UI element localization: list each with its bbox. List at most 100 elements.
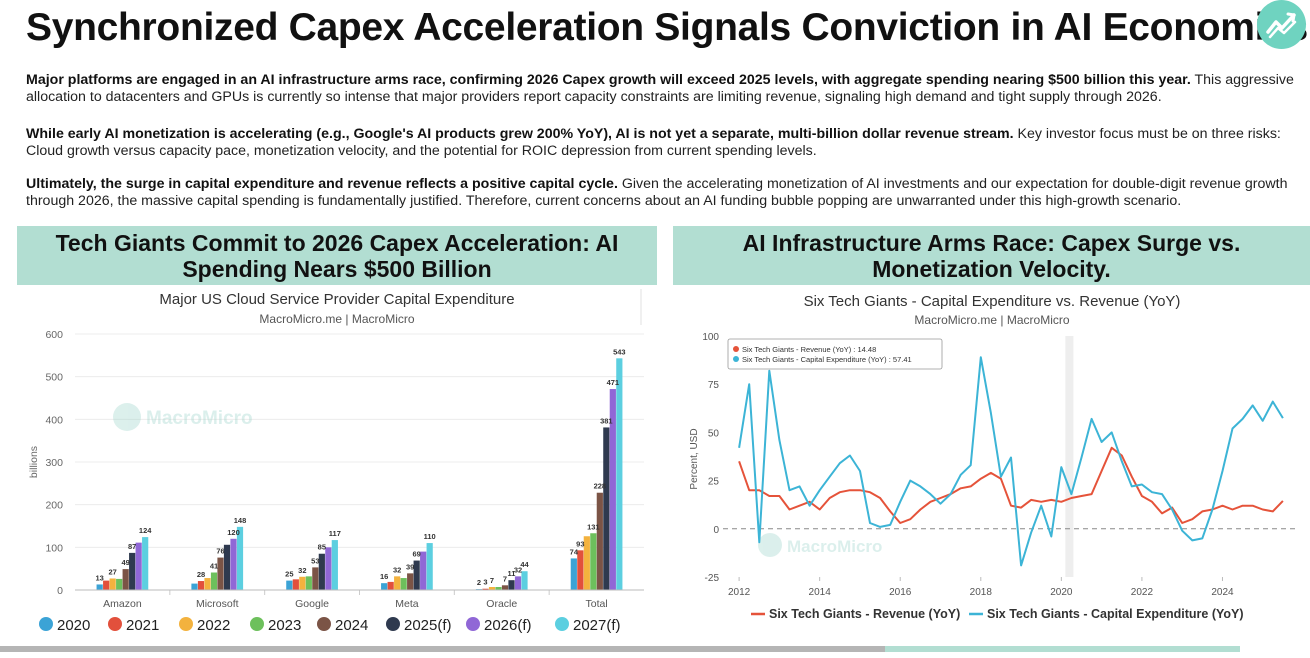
bar — [230, 538, 237, 590]
legend-label: Six Tech Giants - Revenue (YoY) — [769, 607, 960, 621]
paragraph-1: Major platforms are engaged in an AI inf… — [26, 72, 1302, 106]
data-label: 117 — [329, 529, 341, 538]
left-banner: Tech Giants Commit to 2026 Capex Acceler… — [17, 226, 657, 285]
data-label: 32 — [514, 565, 522, 574]
legend-marker — [466, 617, 480, 631]
y-tick-label: 100 — [702, 332, 719, 343]
bar — [603, 427, 610, 590]
bar — [420, 551, 427, 590]
bar — [135, 542, 142, 590]
y-tick-label: 600 — [45, 329, 63, 341]
paragraph-1-text: This aggressive allocation to datacenter… — [26, 72, 1294, 105]
data-label: 16 — [380, 572, 388, 581]
y-tick-label: 0 — [713, 525, 719, 536]
chart-subtitle: MacroMicro.me | MacroMicro — [259, 312, 414, 326]
bar — [577, 550, 584, 590]
y-tick-label: 75 — [708, 380, 720, 391]
data-label: 32 — [298, 566, 306, 575]
bar — [521, 571, 528, 590]
bar — [413, 560, 420, 590]
x-tick-label: 2022 — [1131, 587, 1154, 598]
capex-bar-chart: Major US Cloud Service Provider Capital … — [28, 289, 644, 634]
chart-trend-icon-glyph — [1266, 12, 1297, 39]
data-label: 27 — [108, 567, 116, 576]
x-tick-label: Meta — [395, 598, 419, 610]
bar — [109, 578, 116, 590]
chart-title: Six Tech Giants - Capital Expenditure vs… — [804, 293, 1181, 310]
bottom-divider-green — [885, 646, 1240, 652]
bar — [129, 552, 136, 590]
bottom-divider-end — [1240, 646, 1310, 652]
bar — [495, 587, 502, 590]
legend-marker — [317, 617, 331, 631]
legend-label: 2021 — [126, 617, 159, 634]
data-label: 28 — [197, 570, 205, 579]
legend-label: 2022 — [197, 617, 230, 634]
bar — [204, 578, 211, 590]
bar — [609, 389, 616, 590]
data-label: 381 — [600, 416, 613, 425]
legend-label: 2023 — [268, 617, 301, 634]
legend-label: 2026(f) — [484, 617, 532, 634]
data-label: 110 — [424, 532, 436, 541]
data-label: 148 — [234, 516, 247, 525]
bar — [122, 569, 129, 590]
data-label: 471 — [607, 378, 620, 387]
bar — [305, 576, 312, 590]
paragraph-3: Ultimately, the surge in capital expendi… — [26, 176, 1302, 210]
data-label: 32 — [393, 565, 401, 574]
paragraph-2-bold: While early AI monetization is accelerat… — [26, 126, 1014, 142]
chart-trend-icon[interactable] — [1257, 0, 1306, 49]
legend-marker — [555, 617, 569, 631]
legend-marker — [108, 617, 122, 631]
bar — [223, 544, 231, 590]
legend-label: Six Tech Giants - Capital Expenditure (Y… — [987, 607, 1244, 621]
watermark-logo-icon — [758, 533, 782, 557]
bar — [387, 581, 394, 590]
data-label: 228 — [594, 482, 607, 491]
data-label: 11 — [508, 569, 516, 578]
x-tick-label: 2012 — [728, 587, 751, 598]
y-axis-label: Percent, USD — [689, 428, 700, 489]
legend-label: 2025(f) — [404, 617, 452, 634]
legend-label: 2027(f) — [573, 617, 621, 634]
data-label: 49 — [121, 558, 129, 567]
bar — [426, 543, 433, 590]
legend-marker — [250, 617, 264, 631]
watermark-logo-icon — [113, 403, 141, 431]
legend-marker — [39, 617, 53, 631]
legend-marker — [386, 617, 400, 631]
x-tick-label: Microsoft — [196, 598, 239, 610]
paragraph-3-bold: Ultimately, the surge in capital expendi… — [26, 176, 618, 192]
bar — [191, 583, 198, 590]
y-axis-label: billions — [28, 446, 40, 478]
bar — [570, 558, 577, 590]
x-tick-label: Total — [585, 598, 607, 610]
tooltip-text: Six Tech Giants - Capital Expenditure (Y… — [742, 355, 912, 364]
bar — [217, 557, 224, 590]
y-tick-label: 400 — [45, 414, 63, 426]
right-banner: AI Infrastructure Arms Race: Capex Surge… — [673, 226, 1310, 285]
tooltip-text: Six Tech Giants - Revenue (YoY) : 14.48 — [742, 345, 876, 354]
bar — [142, 537, 149, 590]
shaded-band — [1065, 336, 1074, 577]
tooltip-marker — [733, 346, 739, 352]
y-tick-label: 200 — [45, 500, 63, 512]
tooltip-frame — [727, 338, 943, 370]
paragraph-3-text: Given the accelerating monetization of A… — [26, 176, 1288, 209]
legend-marker — [179, 617, 193, 631]
bar — [514, 576, 522, 590]
series-line — [738, 446, 1284, 524]
data-label: 39 — [406, 562, 414, 571]
x-tick-label: 2024 — [1211, 587, 1234, 598]
bar — [299, 576, 306, 590]
bar — [318, 553, 325, 590]
bar — [331, 540, 338, 590]
x-tick-label: 2014 — [809, 587, 832, 598]
x-tick-label: 2020 — [1050, 587, 1073, 598]
data-label: 69 — [412, 550, 420, 559]
bar — [381, 583, 388, 590]
y-tick-label: 25 — [708, 477, 720, 488]
bar — [488, 587, 496, 590]
data-label: 124 — [139, 526, 152, 535]
